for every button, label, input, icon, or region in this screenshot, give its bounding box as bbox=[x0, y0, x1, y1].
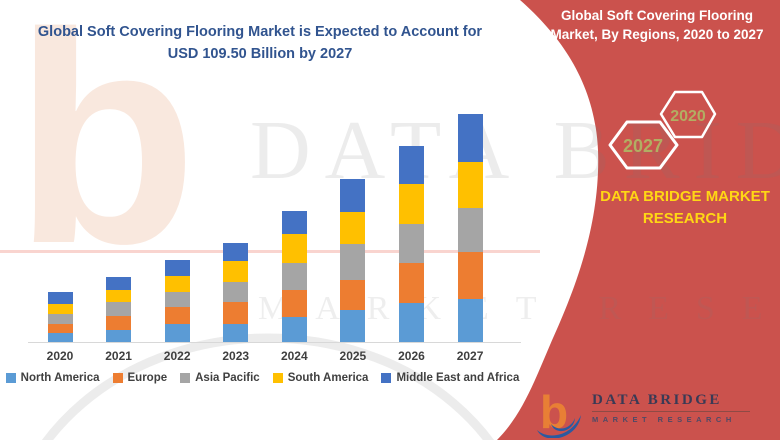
bar-2020-asia-pacific bbox=[47, 314, 73, 324]
brand-text: DATA BRIDGE MARKET RESEARCH bbox=[560, 186, 780, 230]
bar-2020-north-america bbox=[47, 333, 73, 342]
hexagon-2020-outline bbox=[659, 90, 717, 139]
legend: North America Europe Asia Pacific South Ame… bbox=[5, 372, 519, 384]
bar-2023-europe bbox=[223, 302, 249, 324]
bar-2020-europe bbox=[47, 323, 73, 334]
legend-swatch-icon bbox=[112, 373, 123, 383]
bar-2027-north-america bbox=[457, 298, 483, 342]
x-axis-label-2026: 2026 bbox=[398, 349, 425, 363]
x-axis-label-2024: 2024 bbox=[280, 349, 308, 363]
bar-2024-south-america bbox=[281, 234, 307, 264]
legend-label: North America bbox=[20, 372, 100, 384]
legend-item-middle-east-and-africa: Middle East and Africa bbox=[381, 372, 519, 384]
footer-logo: b DATA BRIDGE MARKET RESEARCH bbox=[536, 388, 750, 438]
bar-2023-middle-east-and-africa bbox=[223, 243, 249, 262]
bar-2025-middle-east-and-africa bbox=[340, 178, 366, 213]
bar-2022-asia-pacific bbox=[164, 292, 190, 308]
red-ribbon-path bbox=[497, 0, 780, 440]
x-axis-line bbox=[28, 342, 521, 343]
legend-swatch-icon bbox=[381, 373, 392, 383]
legend-item-europe: Europe bbox=[112, 372, 168, 384]
bar-2026-north-america bbox=[398, 302, 424, 342]
x-axis-label-2021: 2021 bbox=[105, 349, 132, 363]
footer-logo-sub: MARKET RESEARCH bbox=[592, 414, 736, 424]
watermark-text-databridge: DATA BRIDGE bbox=[250, 104, 780, 197]
bar-2027-middle-east-and-africa bbox=[457, 114, 483, 162]
bar-2024-middle-east-and-africa bbox=[281, 211, 307, 235]
footer-logo-rule bbox=[592, 410, 750, 412]
bar-2021-north-america bbox=[106, 329, 132, 342]
legend-label: Asia Pacific bbox=[195, 372, 260, 384]
x-axis-label-2023: 2023 bbox=[222, 349, 250, 363]
bar-2024-north-america bbox=[281, 317, 307, 342]
hexagon-2027-label: 2027 bbox=[623, 136, 663, 156]
bar-2025-south-america bbox=[340, 212, 366, 244]
page-title: Global Soft Covering Flooring Market is … bbox=[28, 22, 492, 66]
legend-swatch-icon bbox=[5, 373, 16, 383]
watermark-b-logo: b bbox=[14, 0, 198, 306]
x-axis-label-2020: 2020 bbox=[46, 349, 74, 363]
bar-2027-asia-pacific bbox=[457, 207, 483, 252]
bar-2025-asia-pacific bbox=[340, 243, 366, 281]
brand-text-line2: RESEARCH bbox=[642, 209, 728, 227]
hexagon-2020-label: 2020 bbox=[670, 108, 706, 125]
databridge-b-icon: b bbox=[537, 388, 581, 438]
bar-2026-asia-pacific bbox=[398, 223, 424, 264]
bar-2021-middle-east-and-africa bbox=[106, 277, 132, 290]
page-title-line1: Global Soft Covering Flooring Market is … bbox=[37, 24, 483, 40]
legend-item-asia-pacific: Asia Pacific bbox=[180, 372, 260, 384]
bar-2024-asia-pacific bbox=[281, 263, 307, 290]
x-axis-label-2027: 2027 bbox=[456, 349, 484, 363]
watermark-underline bbox=[0, 250, 540, 253]
brand-text-line1: DATA BRIDGE MARKET bbox=[600, 188, 770, 205]
hexagon-2027-outline bbox=[608, 120, 679, 170]
bar-2026-south-america bbox=[398, 183, 424, 224]
x-axis-label-2025: 2025 bbox=[339, 349, 367, 363]
bar-2021-asia-pacific bbox=[106, 302, 132, 317]
logo-blue-bowl bbox=[551, 418, 575, 432]
legend-label: Middle East and Africa bbox=[396, 372, 520, 384]
legend-label: South America bbox=[287, 372, 369, 384]
bar-2022-europe bbox=[164, 307, 190, 325]
legend-swatch-icon bbox=[180, 373, 191, 383]
footer-logo-text: DATA BRIDGE MARKET RESEARCH bbox=[592, 392, 750, 424]
region-panel-title: Global Soft Covering Flooring Market, By… bbox=[538, 7, 776, 45]
bar-2021-europe bbox=[106, 316, 132, 330]
bar-2027-europe bbox=[457, 251, 483, 299]
legend-label: Europe bbox=[127, 372, 168, 384]
bar-2020-middle-east-and-africa bbox=[47, 292, 73, 304]
logo-blue-swoosh bbox=[537, 415, 581, 438]
bar-2026-middle-east-and-africa bbox=[398, 145, 424, 184]
legend-item-south-america: South America bbox=[272, 372, 369, 384]
region-panel-title-line1: Global Soft Covering Flooring bbox=[561, 8, 753, 23]
bar-2023-north-america bbox=[223, 323, 249, 342]
bar-2027-south-america bbox=[457, 161, 483, 208]
footer-logo-name: DATA BRIDGE bbox=[592, 392, 722, 408]
bar-2026-europe bbox=[398, 263, 424, 303]
bar-2025-europe bbox=[340, 280, 366, 310]
bar-2022-middle-east-and-africa bbox=[164, 260, 190, 277]
legend-swatch-icon bbox=[272, 373, 283, 383]
bar-2021-south-america bbox=[106, 289, 132, 303]
bar-2023-south-america bbox=[223, 261, 249, 283]
x-axis-label-2022: 2022 bbox=[163, 349, 191, 363]
bar-2022-north-america bbox=[164, 324, 190, 342]
bar-2024-europe bbox=[281, 289, 307, 318]
bar-2025-north-america bbox=[340, 309, 366, 342]
legend-item-north-america: North America bbox=[5, 372, 100, 384]
page-title-line2: USD 109.50 Billion by 2027 bbox=[167, 45, 353, 62]
bar-2020-south-america bbox=[47, 303, 73, 315]
bar-2023-asia-pacific bbox=[223, 282, 249, 303]
bar-2022-south-america bbox=[164, 276, 190, 293]
region-panel-title-line2: Market, By Regions, 2020 to 2027 bbox=[550, 26, 764, 42]
